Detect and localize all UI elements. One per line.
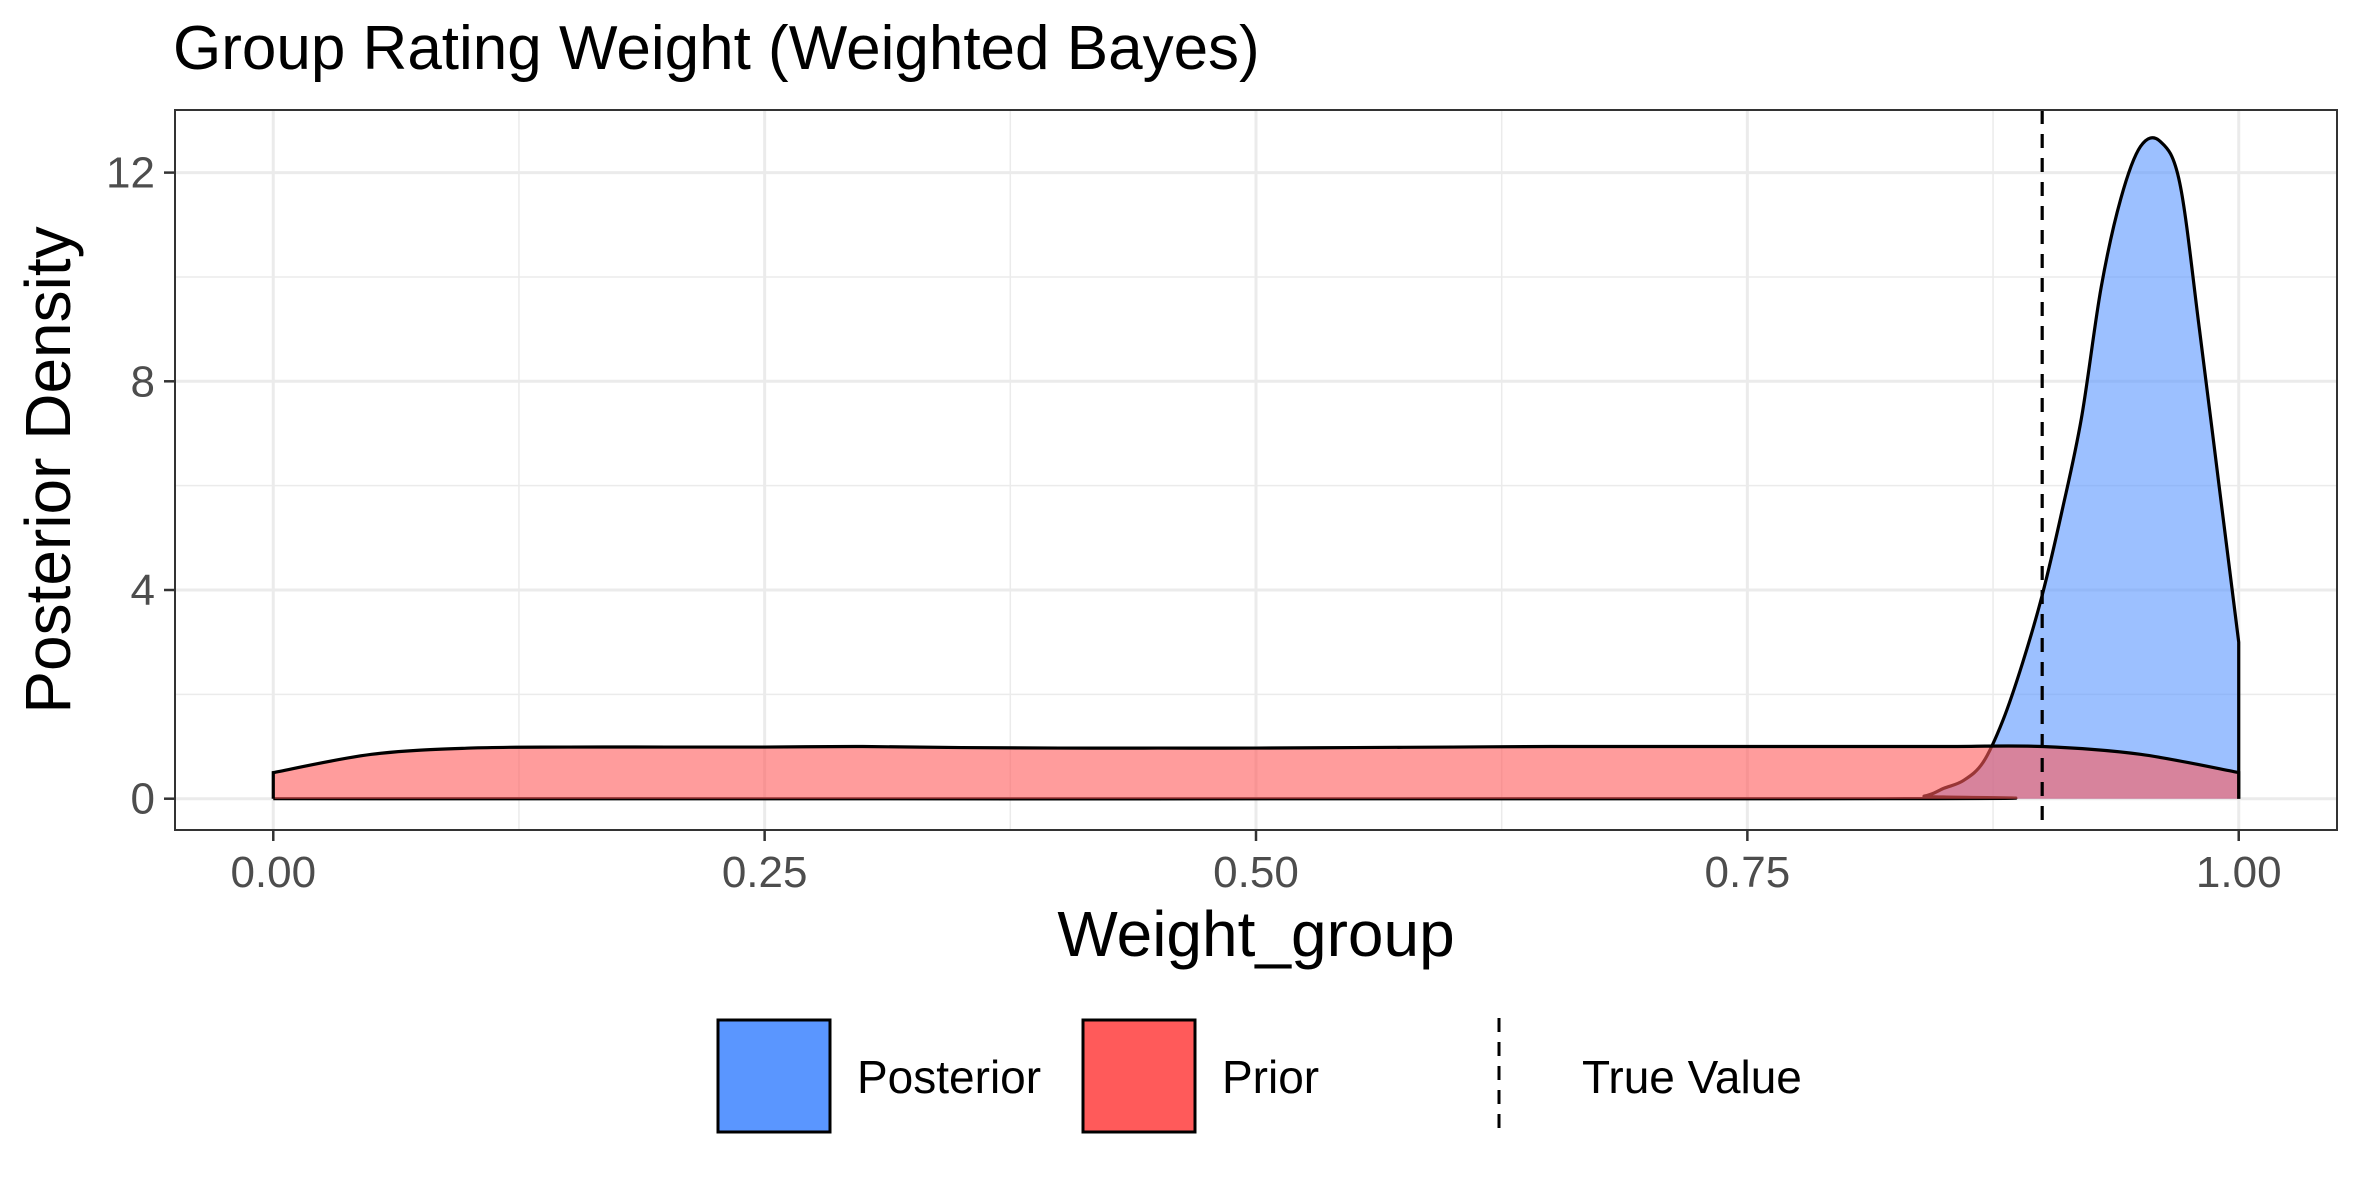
y-tick-label: 4 bbox=[131, 566, 155, 615]
density-series bbox=[271, 136, 2241, 801]
legend-label-prior: Prior bbox=[1222, 1051, 1319, 1103]
legend: Posterior Prior True Value bbox=[716, 1018, 1802, 1136]
x-tick-label: 0.50 bbox=[1213, 848, 1299, 897]
x-axis-ticks: 0.00 0.25 0.50 0.75 1.00 bbox=[230, 830, 2282, 897]
x-tick-label: 0.75 bbox=[1705, 848, 1791, 897]
y-tick-label: 0 bbox=[131, 775, 155, 824]
x-axis-title: Weight_group bbox=[1057, 898, 1454, 970]
legend-label-true-value: True Value bbox=[1582, 1051, 1802, 1103]
x-tick-label: 0.25 bbox=[722, 848, 808, 897]
y-tick-label: 12 bbox=[106, 149, 155, 198]
legend-key-posterior bbox=[716, 1018, 832, 1134]
posterior-density-outline bbox=[273, 136, 2241, 801]
y-tick-label: 8 bbox=[131, 357, 155, 406]
prior-density-outline bbox=[271, 744, 2241, 799]
major-gridlines bbox=[175, 110, 2337, 830]
chart-title: Group Rating Weight (Weighted Bayes) bbox=[173, 14, 1260, 83]
x-tick-label: 1.00 bbox=[2196, 848, 2282, 897]
posterior-density-area bbox=[273, 137, 2239, 799]
y-axis-title: Posterior Density bbox=[12, 226, 84, 713]
prior-density-area bbox=[273, 745, 2239, 799]
legend-label-posterior: Posterior bbox=[857, 1051, 1041, 1103]
x-tick-label: 0.00 bbox=[230, 848, 316, 897]
y-axis-ticks: 0 4 8 12 bbox=[106, 149, 175, 824]
legend-key-prior bbox=[1081, 1018, 1197, 1134]
